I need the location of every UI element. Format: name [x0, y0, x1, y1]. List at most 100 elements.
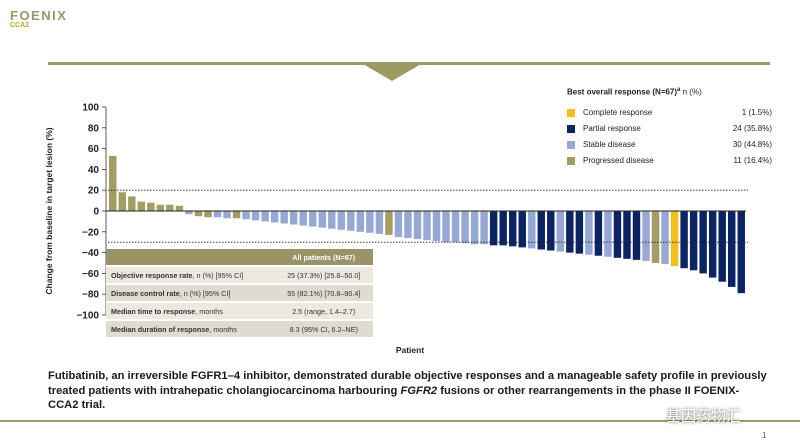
waterfall-bar: [461, 211, 469, 244]
waterfall-bar: [423, 211, 431, 241]
caption: Futibatinib, an irreversible FGFR1–4 inh…: [48, 369, 768, 413]
waterfall-bar: [261, 211, 269, 222]
waterfall-bar: [270, 211, 279, 223]
legend-title-tail: n (%): [680, 87, 702, 97]
y-tick-label: −100: [76, 311, 99, 322]
waterfall-bar: [223, 211, 231, 219]
waterfall-bar: [432, 211, 441, 242]
waterfall-bar: [651, 211, 660, 263]
table-row-value: 2.5 (range, 1.4–2.7): [274, 301, 373, 320]
row-label-bold: Median time to response: [111, 306, 196, 316]
legend-value: 1 (1.5%): [741, 108, 772, 118]
legend-item: Progressed disease 11 (16.4%): [567, 153, 772, 169]
y-tick-label: 100: [82, 103, 99, 114]
legend-swatch: [567, 124, 575, 133]
waterfall-bar: [594, 211, 603, 256]
legend-title-main: Best overall response (N=67): [567, 87, 678, 97]
table-row: Median time to response, months 2.5 (ran…: [106, 301, 373, 320]
waterfall-bar: [289, 211, 298, 225]
waterfall-bar: [718, 211, 726, 282]
waterfall-bar: [356, 211, 365, 232]
table-row-label: Disease control rate, n (%) [95% CI]: [106, 283, 275, 302]
table-row-value: 25 (37.3%) [25.8–50.0]: [274, 265, 373, 284]
waterfall-bar: [613, 211, 622, 258]
waterfall-bar: [280, 211, 288, 224]
summary-table-header-row: All patients (N=67): [106, 249, 373, 266]
waterfall-bar: [394, 211, 403, 237]
waterfall-bar: [204, 211, 212, 218]
x-axis-label: Patient: [396, 345, 425, 355]
summary-table: All patients (N=67) Objective response r…: [106, 249, 373, 337]
waterfall-bar: [670, 211, 679, 267]
waterfall-bar: [337, 211, 346, 230]
waterfall-bar: [147, 202, 155, 211]
y-tick-label: 40: [88, 165, 100, 176]
y-tick-label: 80: [88, 123, 100, 134]
waterfall-bar: [347, 211, 355, 231]
waterfall-bar: [166, 204, 174, 211]
waterfall-bar: [508, 211, 517, 247]
waterfall-bar: [708, 211, 717, 278]
y-tick-label: 60: [88, 144, 100, 155]
legend-swatch: [567, 140, 575, 149]
foenix-logo: FOENIX CCA2: [10, 8, 67, 29]
y-tick-label: −60: [82, 269, 99, 280]
table-row-value: 8.3 (95% CI, 6.2–NE): [274, 319, 373, 337]
legend-item: Stable disease 30 (44.8%): [567, 137, 772, 153]
page-number: 1: [762, 431, 767, 440]
legend-value: 30 (44.8%): [732, 140, 772, 150]
waterfall-bar: [375, 211, 384, 234]
waterfall-bar: [518, 211, 526, 248]
row-label-bold: Disease control rate: [111, 288, 180, 298]
waterfall-bar: [309, 211, 317, 227]
summary-table-corner: [106, 249, 275, 266]
legend: Best overall response (N=67)a n (%) Comp…: [567, 87, 772, 169]
waterfall-bar: [689, 211, 698, 271]
legend-swatch: [567, 156, 575, 165]
waterfall-bar: [623, 211, 631, 259]
waterfall-bar: [137, 201, 146, 211]
waterfall-bar: [528, 211, 536, 249]
waterfall-bar: [480, 211, 488, 245]
waterfall-bar: [547, 211, 555, 251]
logo-subtitle: CCA2: [10, 22, 30, 29]
waterfall-bar: [661, 211, 669, 265]
legend-title-footnote: a: [677, 87, 681, 93]
legend-label: Progressed disease: [583, 156, 654, 166]
waterfall-bar: [185, 211, 193, 215]
legend-item: Complete response 1 (1.5%): [567, 105, 772, 121]
y-tick-label: −20: [82, 227, 99, 238]
y-tick-label: −40: [82, 248, 99, 259]
waterfall-bar: [585, 211, 593, 255]
waterfall-bar: [451, 211, 460, 243]
legend-label: Complete response: [583, 108, 653, 118]
table-row-label: Objective response rate, n (%) [95% CI]: [106, 265, 275, 284]
waterfall-bar: [318, 211, 326, 228]
caption-part-2: fusions or other rearrangements in the p…: [48, 384, 740, 412]
waterfall-bar: [442, 211, 450, 243]
legend-value: 24 (35.8%): [732, 124, 772, 134]
waterfall-bar: [604, 211, 612, 257]
table-row: Objective response rate, n (%) [95% CI] …: [106, 265, 373, 284]
logo-name: FOENIX: [10, 8, 68, 23]
header-notch: [363, 64, 421, 81]
waterfall-bar: [537, 211, 545, 250]
legend-label: Stable disease: [583, 140, 636, 150]
waterfall-bar: [470, 211, 479, 245]
waterfall-bar: [118, 192, 126, 211]
row-label-rest: , n (%) [95% CI]: [179, 288, 231, 298]
legend-title: Best overall response (N=67)a n (%): [567, 87, 772, 97]
waterfall-bar: [499, 211, 507, 246]
row-label-rest: , n (%) [95% CI]: [192, 270, 244, 280]
legend-item: Partial response 24 (35.8%): [567, 121, 772, 137]
waterfall-bar: [328, 211, 336, 229]
y-axis-label: Change from baseline in target lesion (%…: [44, 127, 54, 294]
watermark: 基因药物汇: [666, 408, 742, 425]
table-row: Median duration of response, months 8.3 …: [106, 319, 373, 337]
waterfall-bar: [366, 211, 374, 233]
waterfall-bar: [404, 211, 412, 239]
header-rule: [48, 62, 770, 65]
y-tick-label: 20: [88, 186, 100, 197]
waterfall-bar: [566, 211, 574, 253]
footer-rule: [0, 420, 800, 422]
